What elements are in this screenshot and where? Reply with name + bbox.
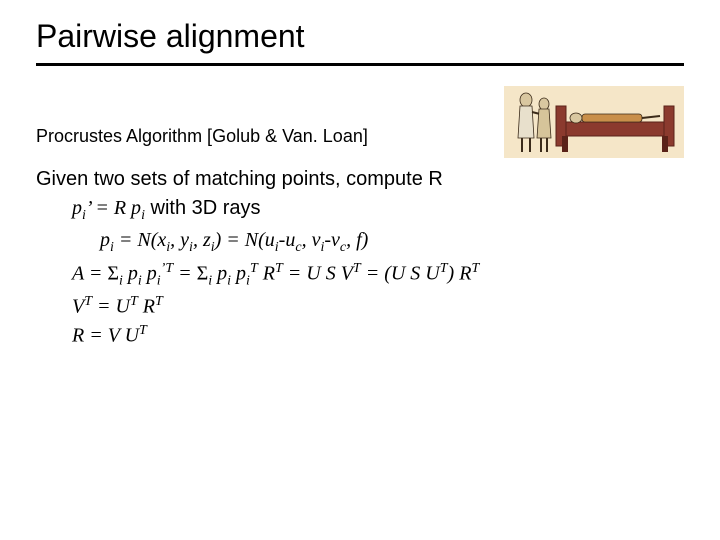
math-text: p (212, 262, 227, 284)
math-sup: ’T (161, 261, 173, 276)
math-text: , f) (346, 229, 368, 251)
math-text: R (258, 262, 275, 284)
math-text: , v (302, 229, 321, 251)
math-text: , y (170, 229, 189, 251)
body-line-3: pi = N(xi, yi, zi) = N(ui-uc, vi-vc, f) (100, 226, 684, 258)
math-text: p (142, 262, 157, 284)
math-sup: T (440, 261, 448, 276)
math-text: p (100, 229, 110, 251)
math-sup: T (130, 294, 138, 309)
sigma-symbol: Σ (107, 262, 119, 284)
math-text: R (138, 295, 155, 317)
body-line-1: Given two sets of matching points, compu… (36, 165, 684, 194)
math-sup: T (139, 323, 147, 338)
math-text: = U S V (283, 262, 353, 284)
math-text: , z (193, 229, 211, 251)
math-text: = N(x (114, 229, 166, 251)
math-text: = (173, 262, 197, 284)
math-sup: T (471, 261, 479, 276)
title-underline (36, 63, 684, 66)
math-text: -u (279, 229, 296, 251)
body-line-4: A = Σi pi pi’T = Σi pi piT RT = U S VT =… (72, 259, 684, 292)
slide-title: Pairwise alignment (36, 18, 684, 55)
math-text: p (123, 262, 138, 284)
math-text: = (U S U (361, 262, 440, 284)
body-line-5: VT = UT RT (72, 292, 684, 322)
math-text: A = (72, 262, 107, 284)
sigma-symbol: Σ (197, 262, 209, 284)
math-text: -v (324, 229, 340, 251)
math-sup: T (155, 294, 163, 309)
math-text: R = V U (72, 325, 139, 347)
math-text: = R p (90, 197, 141, 219)
math-sup: T (275, 261, 283, 276)
math-text: ) = N(u (215, 229, 275, 251)
plain-text: with 3D rays (145, 197, 261, 219)
body-line-2: pi’ = R pi with 3D rays (72, 194, 684, 226)
math-text: ) R (448, 262, 472, 284)
math-text: = U (92, 295, 130, 317)
math-text: V (72, 295, 84, 317)
math-sup: T (250, 261, 258, 276)
math-text: p (72, 197, 82, 219)
math-sup: T (84, 294, 92, 309)
body-line-6: R = V UT (72, 321, 684, 351)
slide-body: Given two sets of matching points, compu… (36, 165, 684, 351)
math-sup: T (353, 261, 361, 276)
procrustes-illustration (504, 86, 684, 158)
math-text: p (231, 262, 246, 284)
